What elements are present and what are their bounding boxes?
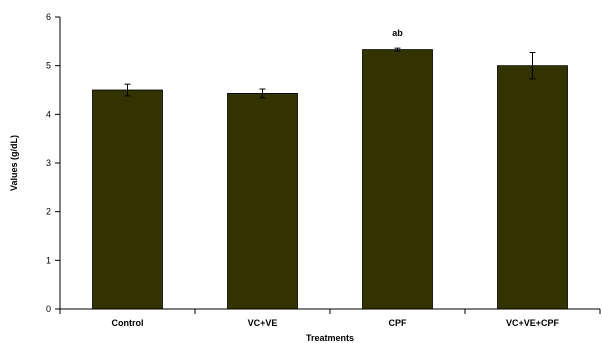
y-axis-ticks: 0 1 2 3 4 5 6 xyxy=(46,12,60,314)
x-tick-label: VC+VE xyxy=(248,318,278,328)
y-tick-label: 0 xyxy=(46,304,51,314)
bar-annotation: ab xyxy=(392,28,403,38)
y-tick-label: 6 xyxy=(46,12,51,22)
y-tick-label: 1 xyxy=(46,255,51,265)
x-tick-label: CPF xyxy=(389,318,408,328)
bars xyxy=(92,49,568,310)
y-tick-label: 4 xyxy=(46,109,51,119)
y-tick-label: 5 xyxy=(46,61,51,71)
x-tick-label: Control xyxy=(112,318,144,328)
x-axis-title: Treatments xyxy=(306,333,354,343)
bar-cpf xyxy=(362,49,433,310)
x-tick-label: VC+VE+CPF xyxy=(506,318,560,328)
bar-annotations: ab xyxy=(392,28,403,38)
x-axis-labels: Control VC+VE CPF VC+VE+CPF xyxy=(59,309,601,328)
error-bars xyxy=(124,47,536,99)
bar-control xyxy=(92,89,163,310)
y-tick-label: 3 xyxy=(46,158,51,168)
y-tick-label: 2 xyxy=(46,207,51,217)
bar-vc-ve-cpf xyxy=(497,65,568,310)
y-axis-title: Values (g/dL) xyxy=(9,135,19,191)
bar-vc-ve xyxy=(227,93,298,310)
